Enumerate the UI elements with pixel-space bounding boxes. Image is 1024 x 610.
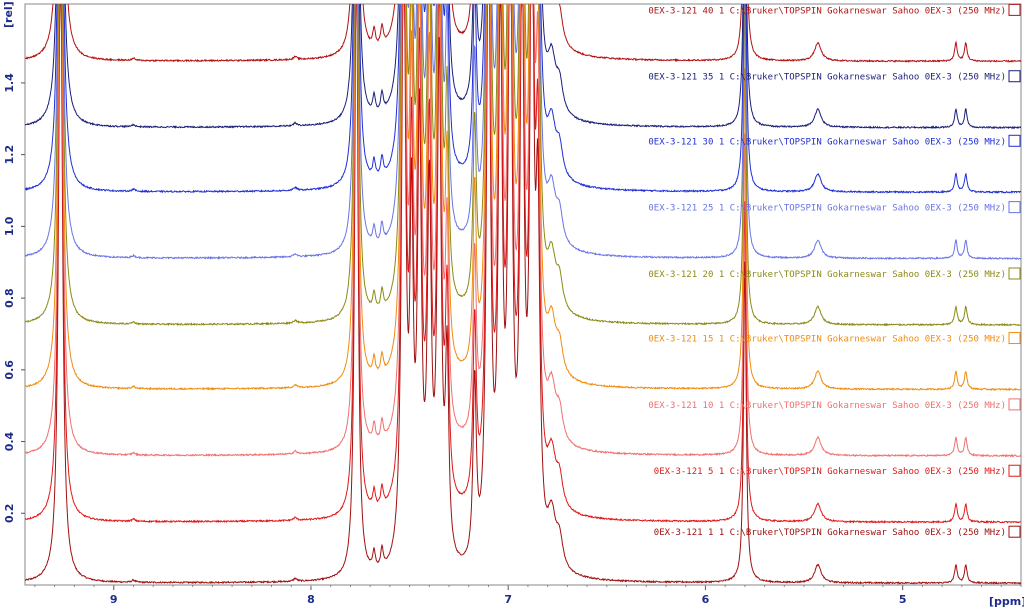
legend-entry-4: 0EX-3-121 25 1 C:\Bruker\TOPSPIN Gokarne… xyxy=(648,204,1006,214)
legend-swatch-1[interactable] xyxy=(1008,3,1021,16)
y-tick-label: 1.2 xyxy=(3,145,16,165)
legend-swatch-9[interactable] xyxy=(1008,525,1021,538)
spectrum-trace-1 xyxy=(25,4,1021,63)
x-tick-label: 5 xyxy=(899,593,907,606)
legend-entry-7: 0EX-3-121 10 1 C:\Bruker\TOPSPIN Gokarne… xyxy=(648,401,1006,411)
spectrum-trace-6 xyxy=(25,4,1021,392)
legend-swatch-2[interactable] xyxy=(1008,70,1021,83)
y-axis-label: [rel] xyxy=(2,1,15,28)
y-tick-label: 0.4 xyxy=(3,431,16,451)
spectra-group xyxy=(25,4,1021,585)
legend-swatch-3[interactable] xyxy=(1008,134,1021,147)
x-axis: 9 8 7 6 5 xyxy=(34,585,1022,606)
spectrum-trace-2 xyxy=(25,4,1021,130)
legend-entry-3: 0EX-3-121 30 1 C:\Bruker\TOPSPIN Gokarne… xyxy=(648,137,1006,147)
legend-entry-8: 0EX-3-121 5 1 C:\Bruker\TOPSPIN Gokarnes… xyxy=(654,467,1006,477)
x-tick-label: 6 xyxy=(702,593,710,606)
spectrum-trace-8 xyxy=(25,4,1021,524)
spectrum-trace-3 xyxy=(25,4,1021,195)
legend-entry-9: 0EX-3-121 1 1 C:\Bruker\TOPSPIN Gokarnes… xyxy=(654,528,1006,538)
legend: 0EX-3-121 40 1 C:\Bruker\TOPSPIN Gokarne… xyxy=(648,3,1021,538)
y-axis: 0.2 0.4 0.6 0.8 1.0 1.2 1.4 xyxy=(3,73,25,523)
legend-swatch-4[interactable] xyxy=(1008,201,1021,214)
x-axis-label: [ppm] xyxy=(989,595,1024,608)
legend-swatch-7[interactable] xyxy=(1008,398,1021,411)
legend-swatch-6[interactable] xyxy=(1008,332,1021,345)
legend-entry-6: 0EX-3-121 15 1 C:\Bruker\TOPSPIN Gokarne… xyxy=(648,335,1006,345)
legend-swatch-5[interactable] xyxy=(1008,267,1021,280)
y-tick-label: 1.4 xyxy=(3,73,16,93)
legend-entry-2: 0EX-3-121 35 1 C:\Bruker\TOPSPIN Gokarne… xyxy=(648,73,1006,83)
legend-swatch-8[interactable] xyxy=(1008,464,1021,477)
spectrum-trace-5 xyxy=(25,4,1021,327)
y-tick-label: 0.8 xyxy=(3,288,16,308)
x-tick-label: 8 xyxy=(307,593,315,606)
x-tick-label: 9 xyxy=(110,593,118,606)
x-tick-label: 7 xyxy=(504,593,512,606)
y-tick-label: 0.2 xyxy=(3,504,16,524)
y-tick-label: 1.0 xyxy=(3,216,16,236)
legend-entry-5: 0EX-3-121 20 1 C:\Bruker\TOPSPIN Gokarne… xyxy=(648,270,1006,280)
y-tick-label: 0.6 xyxy=(3,360,16,380)
plot-background xyxy=(24,3,1022,586)
spectrum-trace-7 xyxy=(25,4,1021,458)
spectrum-trace-4 xyxy=(25,4,1021,261)
legend-entry-1: 0EX-3-121 40 1 C:\Bruker\TOPSPIN Gokarne… xyxy=(648,6,1006,16)
